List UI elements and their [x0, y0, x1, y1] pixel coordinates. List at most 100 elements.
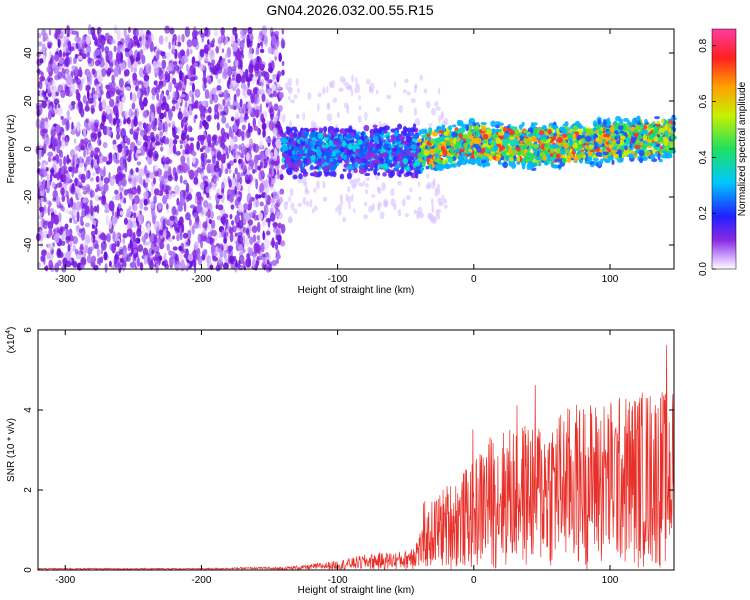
heatmap-cell — [136, 121, 143, 126]
heatmap-cell — [186, 48, 190, 57]
heatmap-cell — [53, 214, 60, 225]
heatmap-cell — [183, 56, 189, 63]
heatmap-cell — [371, 193, 376, 199]
heatmap-cell — [432, 178, 436, 186]
heatmap-cell — [164, 25, 171, 34]
heatmap-cell — [377, 203, 381, 212]
heatmap-cell — [90, 205, 94, 217]
heatmap-cell — [80, 173, 86, 184]
heatmap-cell — [343, 77, 347, 87]
heatmap-cell — [180, 155, 186, 165]
heatmap-cell — [255, 105, 260, 110]
heatmap-cell — [76, 211, 80, 223]
heatmap-cell — [290, 99, 296, 104]
heatmap-cell — [56, 171, 61, 181]
heatmap-cell — [156, 92, 160, 101]
heatmap-cell — [61, 240, 66, 246]
heatmap-cell — [354, 77, 358, 84]
heatmap-cell — [140, 129, 145, 137]
heatmap-cell — [255, 243, 261, 253]
heatmap-cell — [383, 200, 389, 207]
heatmap-cell — [231, 74, 235, 82]
heatmap-cell — [220, 27, 225, 36]
heatmap-cell — [240, 59, 243, 71]
heatmap-cell — [70, 196, 74, 207]
heatmap-cell — [193, 75, 198, 81]
heatmap-cell — [193, 241, 199, 250]
heatmap-cell — [275, 211, 280, 221]
heatmap-cell — [73, 138, 77, 144]
heatmap-cell — [128, 58, 131, 69]
heatmap-cell — [216, 85, 222, 92]
heatmap-cell — [94, 227, 98, 235]
heatmap-cell — [389, 170, 396, 177]
heatmap-cell — [164, 70, 169, 81]
heatmap-cell — [176, 165, 182, 174]
heatmap-cell — [252, 234, 257, 243]
heatmap-cell — [83, 132, 87, 138]
heatmap-cell — [100, 249, 104, 255]
heatmap-cell — [240, 82, 247, 90]
heatmap-cell — [260, 161, 263, 169]
heatmap-cell — [156, 106, 162, 115]
heatmap-cell — [124, 47, 131, 53]
heatmap-cell — [279, 173, 284, 181]
heatmap-cell — [404, 213, 409, 218]
heatmap-cell — [245, 179, 251, 185]
heatmap-cell — [204, 26, 209, 37]
heatmap-cell — [163, 252, 167, 261]
heatmap-cell — [203, 44, 209, 54]
heatmap-cell — [281, 69, 285, 76]
heatmap-cell — [164, 163, 169, 171]
heatmap-cell — [238, 144, 242, 151]
heatmap-cell — [91, 255, 97, 263]
heatmap-cell — [247, 219, 254, 226]
heatmap-cell — [202, 69, 207, 80]
heatmap-cell — [368, 205, 374, 213]
heatmap-cell — [266, 204, 269, 214]
heatmap-cell — [173, 184, 180, 195]
heatmap-cell — [357, 115, 362, 123]
heatmap-cell — [131, 92, 137, 103]
heatmap-cell — [245, 228, 249, 236]
heatmap-cell — [90, 230, 96, 237]
heatmap-cell — [152, 60, 158, 69]
heatmap-cell — [218, 43, 222, 50]
heatmap-cell — [127, 26, 131, 34]
heatmap-cell — [212, 174, 217, 184]
heatmap-cell — [51, 181, 56, 188]
heatmap-cell — [79, 243, 84, 251]
heatmap-cell — [219, 141, 222, 148]
heatmap-cell — [252, 142, 257, 152]
heatmap-cell — [51, 136, 57, 147]
heatmap-cell — [238, 244, 244, 252]
heatmap-cell — [86, 52, 91, 58]
heatmap-cell — [342, 168, 347, 172]
heatmap-cell — [197, 255, 203, 266]
heatmap-cell — [273, 148, 278, 159]
heatmap-cell — [50, 207, 54, 214]
heatmap-cell — [317, 103, 320, 112]
heatmap-cell — [116, 151, 120, 160]
heatmap-cell — [197, 233, 202, 244]
heatmap-cell — [274, 116, 278, 125]
heatmap-cell — [152, 256, 158, 261]
heatmap-cell — [243, 29, 248, 34]
heatmap-cell — [338, 208, 342, 216]
heatmap-cell — [48, 201, 52, 207]
heatmap-cell — [219, 59, 224, 68]
heatmap-cell — [238, 264, 244, 271]
heatmap-cell — [205, 211, 208, 217]
heatmap-cell — [193, 212, 198, 219]
heatmap-cell — [255, 197, 259, 208]
heatmap-cell — [238, 254, 245, 265]
heatmap-cell — [123, 146, 128, 151]
heatmap-cell — [245, 129, 250, 139]
heatmap-cell — [133, 116, 138, 127]
heatmap-cell — [221, 149, 226, 155]
heatmap-cell — [257, 221, 261, 233]
heatmap-cell — [49, 173, 53, 183]
heatmap-cell — [85, 183, 91, 192]
heatmap-cell — [218, 104, 224, 111]
heatmap-cell — [257, 165, 262, 171]
